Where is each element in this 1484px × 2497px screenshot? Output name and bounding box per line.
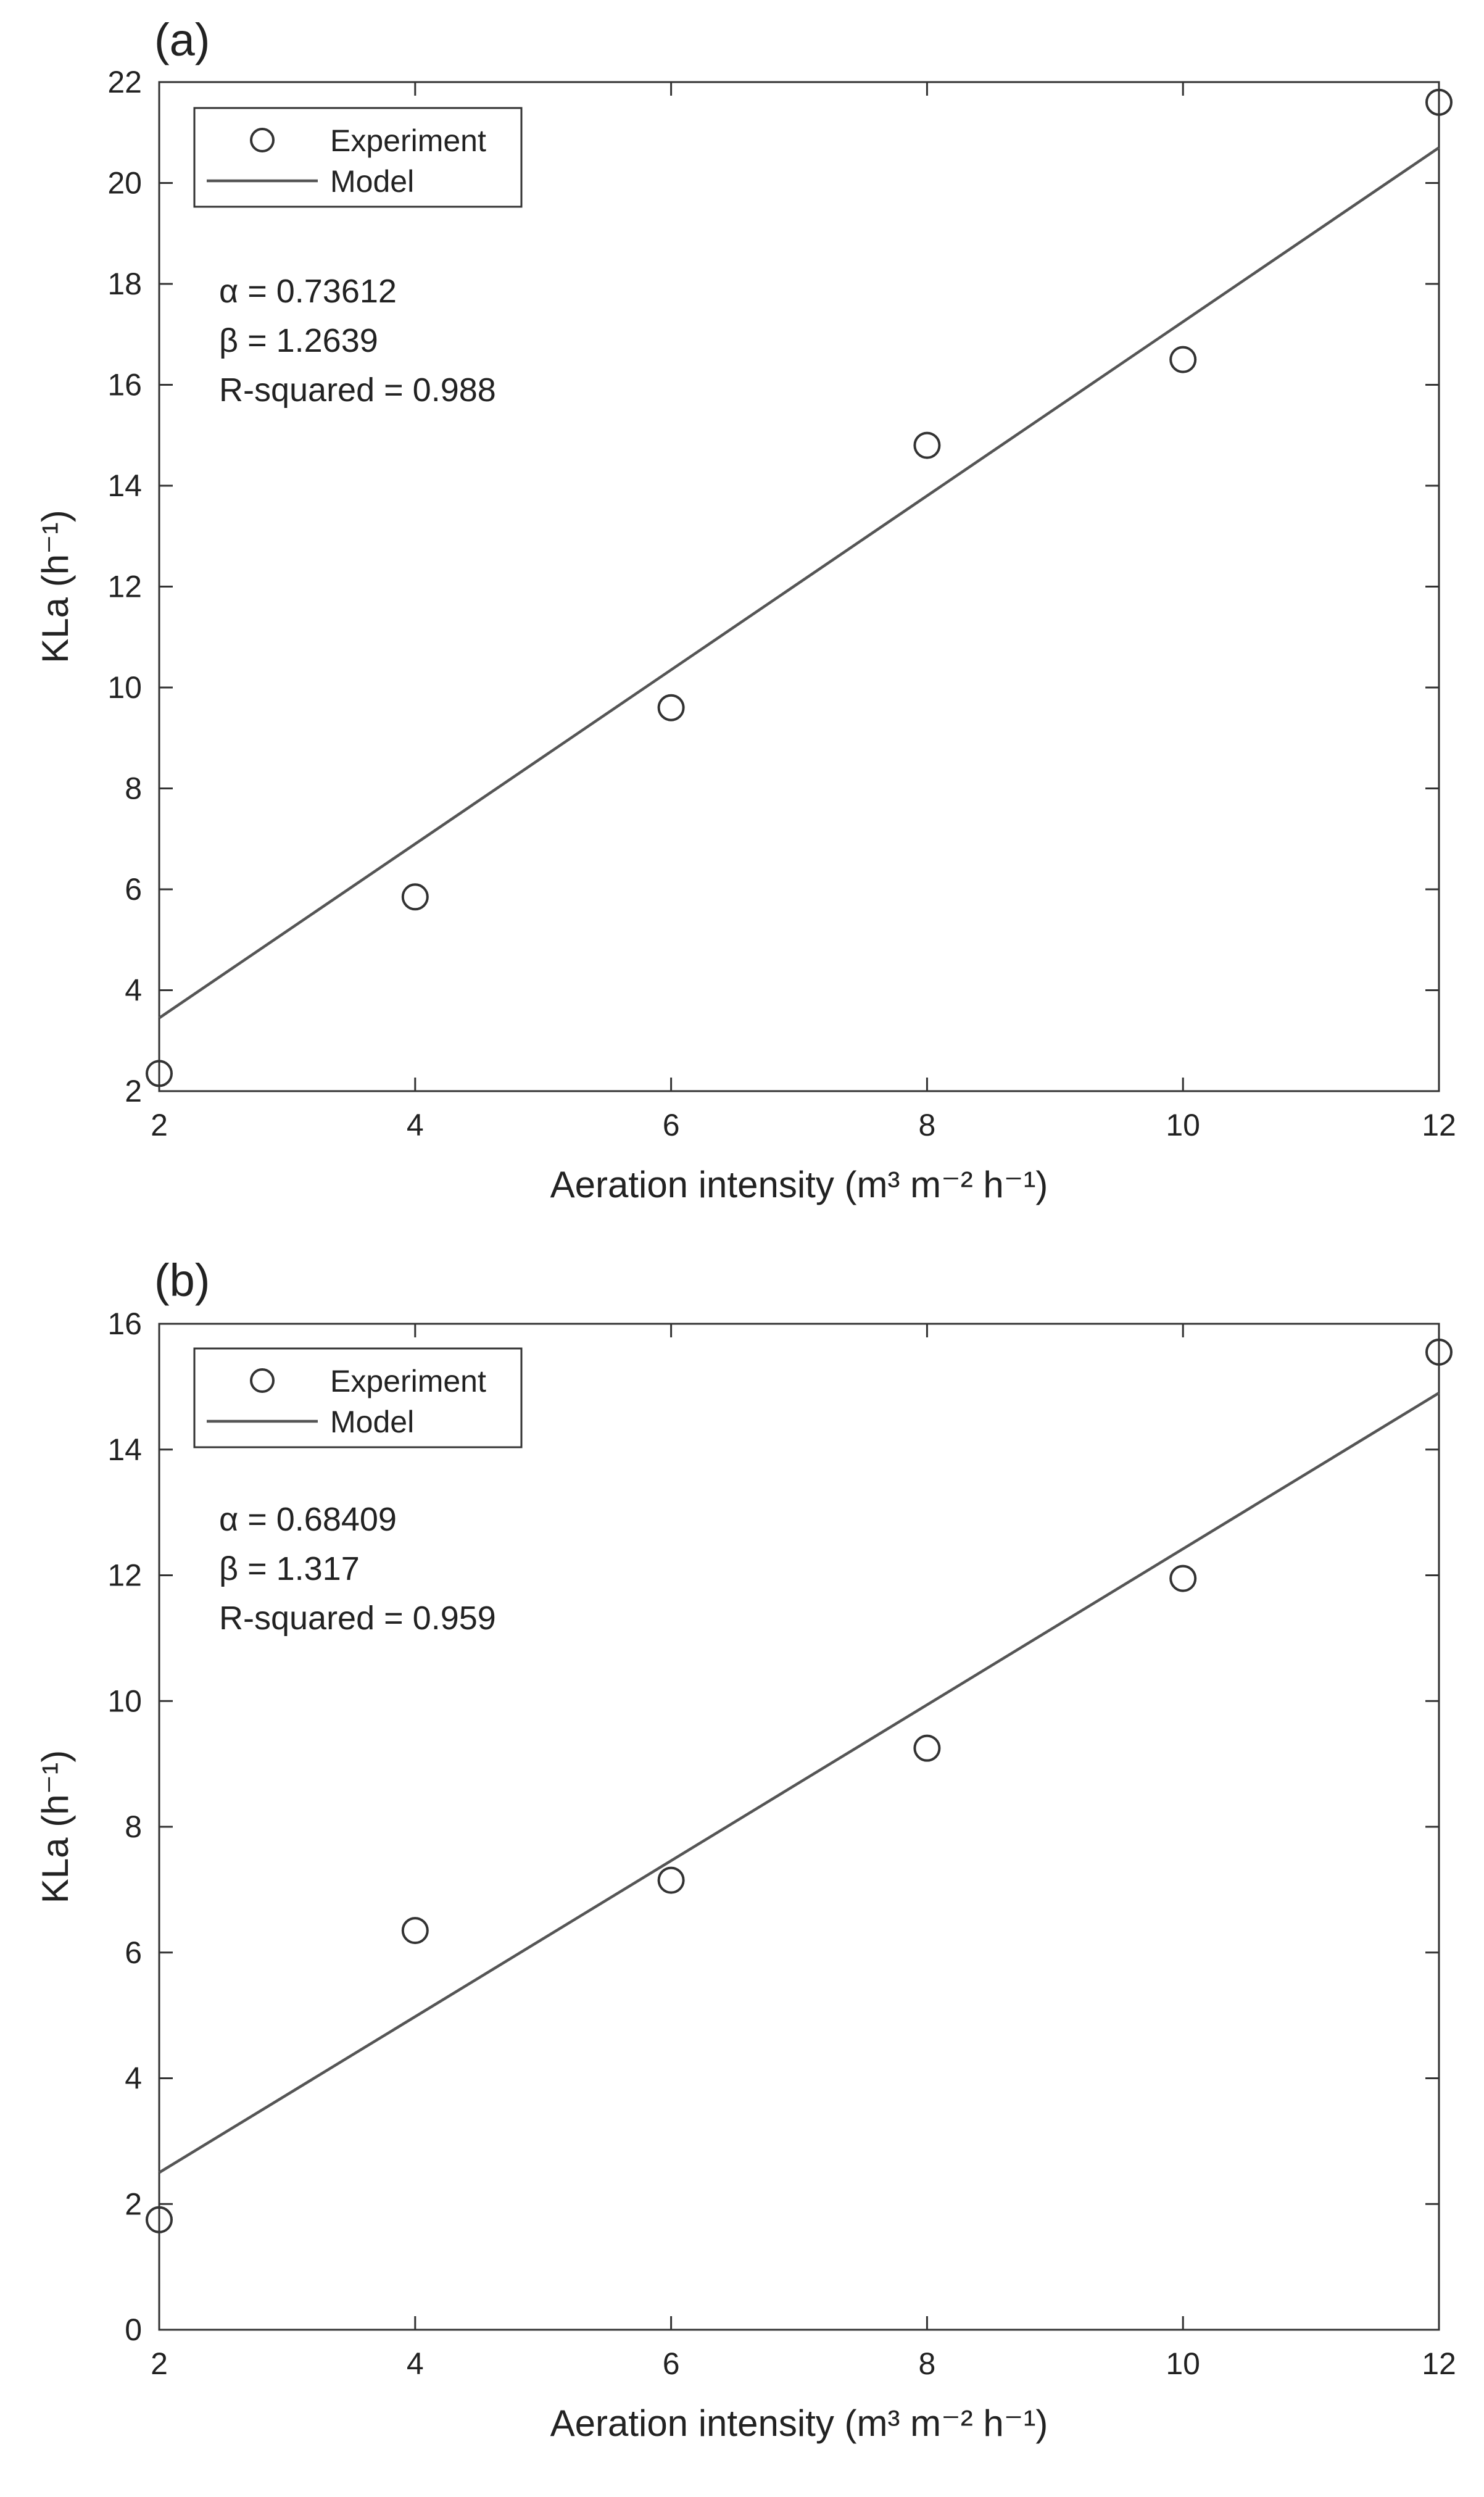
- x-tick-label: 6: [663, 2346, 680, 2381]
- legend: Experiment Model: [193, 1347, 523, 1448]
- x-tick-label: 8: [918, 2346, 935, 2381]
- legend-box: [193, 107, 523, 208]
- legend-label-model: Model: [330, 164, 414, 199]
- panel-label: (b): [154, 1255, 210, 1306]
- x-tick-label: 10: [1166, 1108, 1200, 1142]
- x-tick-label: 2: [151, 2346, 168, 2381]
- x-tick-label: 8: [918, 1108, 935, 1142]
- model-line: [158, 146, 1440, 1020]
- experiment-point: [913, 431, 941, 459]
- fit-annotation: β = 1.317: [219, 1550, 360, 1587]
- y-tick-label: 10: [107, 1684, 142, 1718]
- x-tick-label: 10: [1166, 2346, 1200, 2381]
- experiment-point: [657, 694, 685, 721]
- chart-panel-a: (a) 2 4 6 8 10 12 2 4 6 8 10 12 14 16 18 20 22 Aeration in…: [35, 14, 1456, 1205]
- y-tick-label: 12: [107, 1558, 142, 1593]
- experiment-point: [913, 1734, 941, 1762]
- legend-marker-experiment: [250, 1368, 275, 1393]
- experiment-point: [401, 1917, 429, 1945]
- x-axis-title: Aeration intensity (m³ m⁻² h⁻¹): [550, 1164, 1048, 1205]
- y-tick-label: 12: [107, 570, 142, 604]
- y-tick-label: 16: [107, 1307, 142, 1341]
- legend-label-model: Model: [330, 1405, 414, 1439]
- experiment-point: [657, 1866, 685, 1894]
- experiment-point: [146, 1060, 173, 1087]
- y-tick-label: 4: [125, 2061, 142, 2096]
- panel-label: (a): [154, 14, 210, 65]
- plot-area-frame: [158, 1323, 1440, 2331]
- y-tick-label: 4: [125, 973, 142, 1008]
- x-tick-label: 2: [151, 1108, 168, 1142]
- fit-annotation: R-squared = 0.959: [219, 1600, 496, 1637]
- experiment-point: [401, 883, 429, 911]
- plot-area-frame: [158, 81, 1440, 1092]
- y-tick-label: 8: [125, 1809, 142, 1844]
- model-line: [158, 1392, 1440, 2174]
- x-tick-label: 4: [407, 2346, 424, 2381]
- x-tick-label: 4: [407, 1108, 424, 1142]
- experiment-point: [146, 2206, 173, 2233]
- legend: Experiment Model: [193, 107, 523, 208]
- legend-label-experiment: Experiment: [330, 1364, 486, 1398]
- y-tick-label: 22: [107, 65, 142, 99]
- y-tick-label: 20: [107, 166, 142, 201]
- legend-box: [193, 1347, 523, 1448]
- y-tick-label: 14: [107, 1432, 142, 1467]
- y-tick-label: 18: [107, 267, 142, 301]
- y-axis-title: KLa (h⁻¹): [35, 1750, 76, 1903]
- fit-annotation: α = 0.68409: [219, 1501, 397, 1538]
- y-tick-label: 14: [107, 468, 142, 503]
- experiment-point: [1169, 1564, 1197, 1592]
- fit-annotation: α = 0.73612: [219, 273, 397, 310]
- y-tick-label: 6: [125, 872, 142, 907]
- y-tick-label: 8: [125, 771, 142, 806]
- y-tick-label: 6: [125, 1935, 142, 1970]
- x-tick-label: 12: [1422, 2346, 1456, 2381]
- x-tick-label: 6: [663, 1108, 680, 1142]
- x-tick-label: 12: [1422, 1108, 1456, 1142]
- fit-annotation: β = 1.2639: [219, 322, 378, 359]
- y-tick-label: 0: [125, 2312, 142, 2347]
- legend-marker-experiment: [250, 128, 275, 152]
- y-tick-label: 2: [125, 2187, 142, 2221]
- experiment-point: [1169, 346, 1197, 373]
- fit-annotation: R-squared = 0.988: [219, 372, 496, 409]
- y-tick-label: 10: [107, 670, 142, 705]
- experiment-point: [1425, 1338, 1453, 1366]
- y-axis-title: KLa (h⁻¹): [35, 510, 76, 663]
- x-axis-title: Aeration intensity (m³ m⁻² h⁻¹): [550, 2403, 1048, 2444]
- y-tick-label: 2: [125, 1074, 142, 1108]
- y-tick-label: 16: [107, 368, 142, 402]
- legend-label-experiment: Experiment: [330, 123, 486, 158]
- experiment-point: [1425, 88, 1453, 116]
